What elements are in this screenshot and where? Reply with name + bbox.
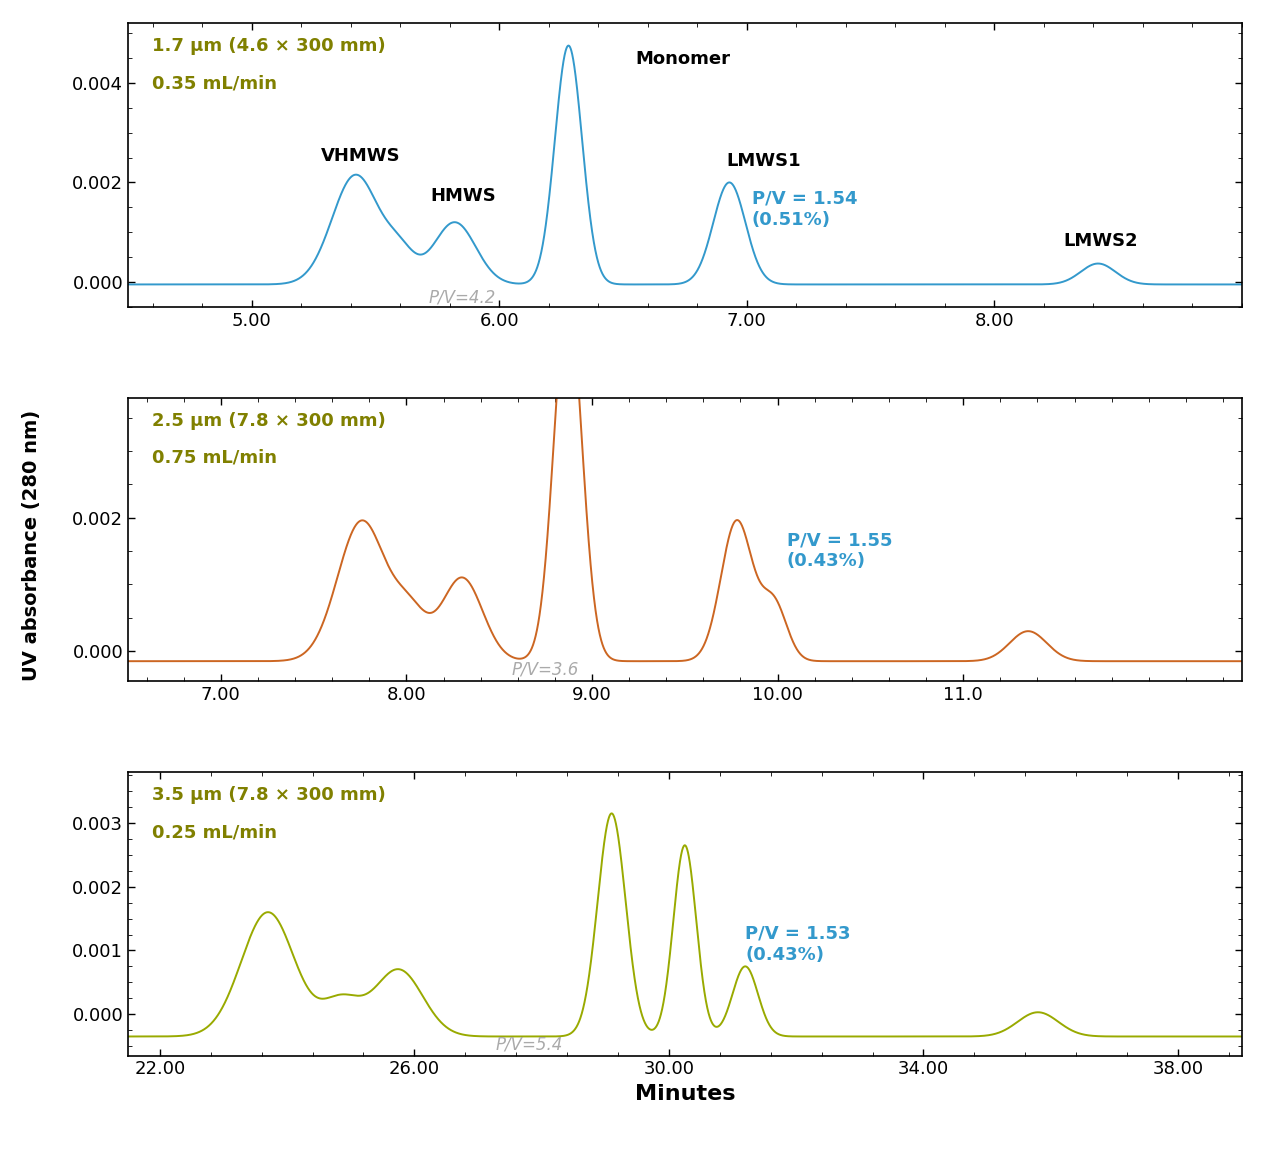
Text: P/V = 1.54
(0.51%): P/V = 1.54 (0.51%) — [751, 190, 858, 229]
Text: P/V=3.6: P/V=3.6 — [512, 660, 580, 679]
Text: 0.35 mL/min: 0.35 mL/min — [152, 74, 278, 93]
X-axis label: Minutes: Minutes — [635, 1083, 735, 1104]
Text: 1.7 μm (4.6 × 300 mm): 1.7 μm (4.6 × 300 mm) — [152, 37, 387, 56]
Text: Monomer: Monomer — [635, 50, 731, 68]
Text: 0.25 mL/min: 0.25 mL/min — [152, 824, 278, 841]
Text: UV absorbance (280 nm): UV absorbance (280 nm) — [23, 409, 41, 681]
Text: 0.75 mL/min: 0.75 mL/min — [152, 449, 278, 466]
Text: P/V=4.2: P/V=4.2 — [429, 289, 495, 307]
Text: P/V=5.4: P/V=5.4 — [495, 1035, 563, 1053]
Text: P/V = 1.55
(0.43%): P/V = 1.55 (0.43%) — [787, 531, 892, 570]
Text: HMWS: HMWS — [430, 187, 495, 205]
Text: P/V = 1.53
(0.43%): P/V = 1.53 (0.43%) — [745, 925, 851, 964]
Text: VHMWS: VHMWS — [321, 147, 401, 165]
Text: LMWS2: LMWS2 — [1064, 232, 1138, 249]
Text: 2.5 μm (7.8 × 300 mm): 2.5 μm (7.8 × 300 mm) — [152, 412, 387, 429]
Text: 3.5 μm (7.8 × 300 mm): 3.5 μm (7.8 × 300 mm) — [152, 786, 387, 804]
Text: LMWS1: LMWS1 — [727, 152, 801, 171]
